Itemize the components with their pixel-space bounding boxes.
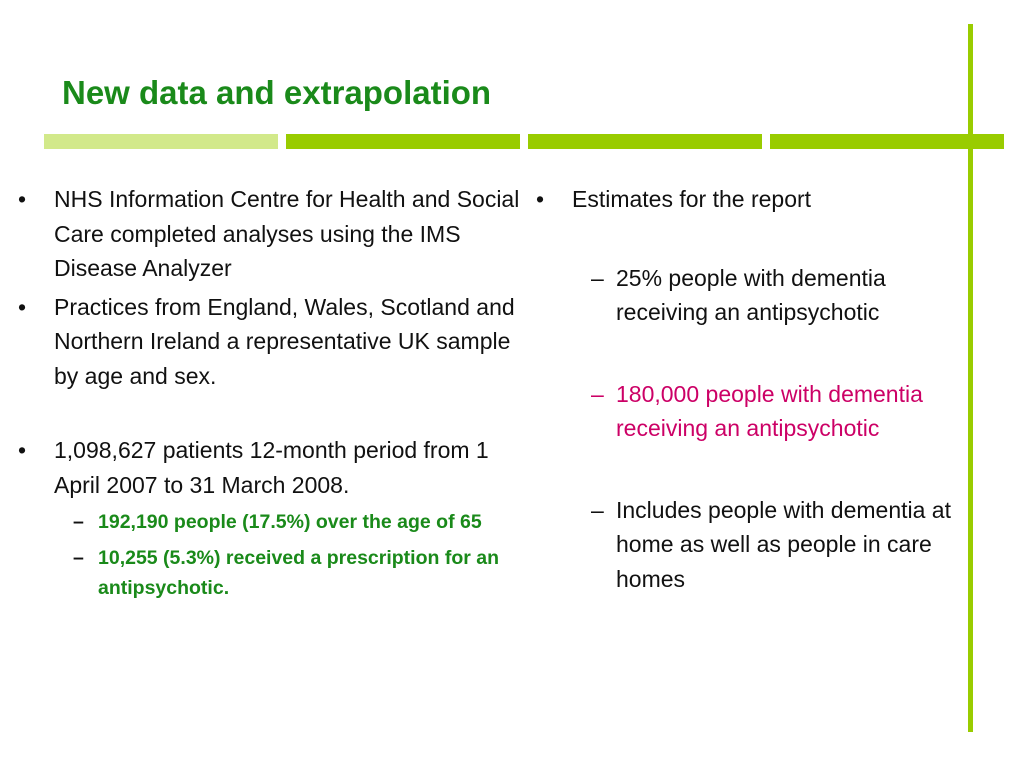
bullet-text: 1,098,627 patients 12-month period from … [54, 437, 489, 498]
sub-bullet-marker: – [73, 511, 84, 533]
bullet-marker: • [18, 293, 27, 320]
sub-bullet-marker: – [73, 546, 84, 569]
sub-bullet-text: 192,190 people (17.5%) over the age of 6… [98, 511, 482, 533]
accent-bar-3 [528, 134, 762, 149]
sub-bullet-item: – 192,190 people (17.5%) over the age of… [14, 507, 526, 538]
right-column: • Estimates for the report – 25% people … [532, 182, 962, 596]
bullet-text: NHS Information Centre for Health and So… [54, 186, 520, 281]
sub-bullet-item: – 25% people with dementia receiving an … [532, 261, 962, 330]
sub-bullet-marker: – [591, 496, 604, 523]
vertical-accent-line [968, 24, 973, 732]
slide-title: New data and extrapolation [62, 74, 492, 111]
bullet-item: • NHS Information Centre for Health and … [14, 182, 526, 286]
accent-bar-1 [44, 134, 278, 149]
bullet-text: Practices from England, Wales, Scotland … [54, 293, 515, 389]
sub-bullet-marker: – [591, 264, 604, 291]
sub-bullet-text: 10,255 (5.3%) received a prescription fo… [98, 546, 500, 600]
title-underline-bars [44, 134, 1004, 149]
sub-bullet-text: 180,000 people with dementia receiving a… [616, 380, 923, 442]
bullet-marker: • [18, 186, 27, 212]
sub-bullet-marker: – [591, 380, 604, 407]
sub-bullet-item-highlight: – 180,000 people with dementia receiving… [532, 377, 962, 446]
bullet-marker: • [536, 186, 545, 212]
accent-bar-4 [770, 134, 1004, 149]
left-column: • NHS Information Centre for Health and … [14, 182, 526, 604]
sub-bullet-text: 25% people with dementia receiving an an… [616, 264, 886, 326]
bullet-marker: • [18, 437, 27, 463]
bullet-item: • Estimates for the report [532, 182, 962, 217]
sub-bullet-item: – 10,255 (5.3%) received a prescription … [14, 543, 526, 604]
accent-bar-2 [286, 134, 520, 149]
bullet-item: • Practices from England, Wales, Scotlan… [14, 290, 526, 394]
sub-bullet-text: Includes people with dementia at home as… [616, 496, 951, 592]
bullet-text: Estimates for the report [572, 186, 812, 212]
sub-bullet-item: – Includes people with dementia at home … [532, 493, 962, 597]
bullet-item: • 1,098,627 patients 12-month period fro… [14, 433, 526, 502]
